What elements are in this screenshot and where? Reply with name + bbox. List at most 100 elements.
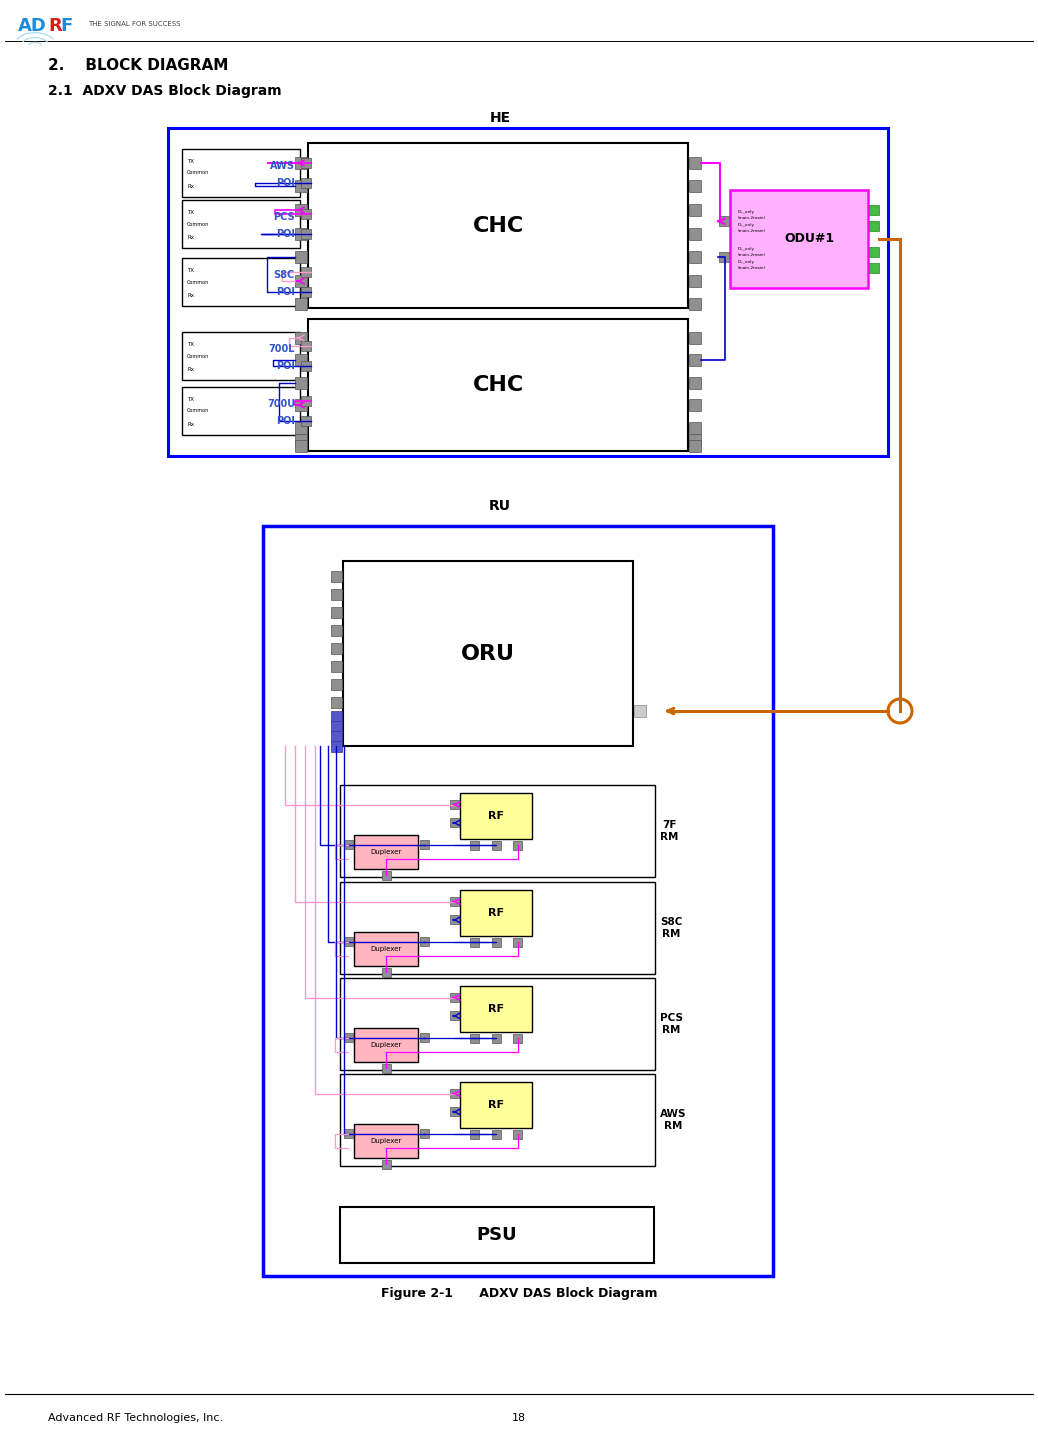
Text: POI: POI (276, 178, 295, 188)
Bar (182, 149, 300, 197)
Bar (344, 840, 353, 849)
Bar (689, 250, 701, 264)
Bar (301, 178, 311, 188)
Text: Duplexer: Duplexer (371, 946, 402, 952)
Bar (449, 1089, 459, 1098)
Bar (301, 159, 311, 167)
Bar (689, 422, 701, 434)
Bar (689, 181, 701, 192)
Bar (344, 938, 353, 946)
Text: POI: POI (276, 229, 295, 239)
Text: POI: POI (276, 361, 295, 371)
Bar (295, 354, 307, 365)
Bar (689, 434, 701, 446)
Bar (330, 642, 342, 654)
Bar (382, 967, 390, 977)
Bar (470, 1034, 479, 1042)
Bar (330, 661, 342, 671)
Bar (460, 986, 532, 1032)
Bar (449, 818, 459, 827)
Text: DL_only: DL_only (738, 210, 755, 214)
Bar (689, 377, 701, 389)
Bar (449, 916, 459, 925)
Bar (301, 361, 311, 371)
Text: Duplexer: Duplexer (371, 1139, 402, 1144)
Text: AD: AD (18, 17, 47, 35)
Text: 2.1  ADXV DAS Block Diagram: 2.1 ADXV DAS Block Diagram (48, 84, 281, 98)
Bar (869, 205, 879, 214)
Bar (301, 210, 311, 218)
Bar (449, 1012, 459, 1021)
Bar (513, 938, 522, 946)
Bar (343, 561, 633, 745)
Bar (419, 840, 429, 849)
Bar (330, 741, 342, 751)
Bar (295, 377, 307, 389)
Bar (330, 571, 342, 581)
Bar (513, 1034, 522, 1042)
Text: TX: TX (187, 397, 194, 402)
Text: THE SIGNAL FOR SUCCESS: THE SIGNAL FOR SUCCESS (88, 20, 181, 28)
Text: TX: TX (187, 159, 194, 165)
Bar (295, 434, 307, 446)
Text: ODU#1: ODU#1 (784, 233, 835, 246)
Bar (419, 1032, 429, 1042)
Bar (301, 341, 311, 351)
Bar (449, 993, 459, 1002)
Text: (main-2main): (main-2main) (738, 229, 766, 233)
Bar (689, 332, 701, 344)
Bar (182, 258, 300, 306)
Text: Rx: Rx (187, 293, 194, 298)
Bar (182, 199, 300, 248)
Bar (330, 625, 342, 635)
Bar (460, 1082, 532, 1128)
Bar (330, 678, 342, 690)
Bar (354, 1028, 418, 1061)
Text: 7F
RM: 7F RM (660, 820, 679, 842)
Text: DL_only: DL_only (738, 223, 755, 227)
Bar (301, 287, 311, 297)
Text: TX: TX (187, 342, 194, 347)
Text: Duplexer: Duplexer (371, 849, 402, 855)
Bar (295, 332, 307, 344)
Text: (main-2main): (main-2main) (738, 215, 766, 220)
Text: F: F (60, 17, 73, 35)
Text: AWS
RM: AWS RM (660, 1109, 686, 1131)
Text: Rx: Rx (187, 234, 194, 240)
Text: S8C: S8C (274, 269, 295, 280)
Bar (308, 319, 688, 451)
Bar (513, 840, 522, 849)
Bar (340, 1075, 655, 1166)
Text: 2.    BLOCK DIAGRAM: 2. BLOCK DIAGRAM (48, 58, 228, 73)
Text: POI: POI (276, 415, 295, 425)
Text: POI: POI (276, 287, 295, 297)
Bar (295, 229, 307, 240)
Bar (182, 387, 300, 435)
Bar (330, 711, 342, 722)
Text: (main-2main): (main-2main) (738, 253, 766, 258)
Bar (470, 840, 479, 849)
Bar (308, 143, 688, 309)
Bar (449, 897, 459, 906)
Bar (301, 396, 311, 406)
Text: Common: Common (187, 409, 210, 414)
Bar (449, 799, 459, 810)
Bar (295, 440, 307, 451)
Bar (340, 1207, 654, 1262)
Text: Common: Common (187, 170, 210, 176)
Bar (492, 1130, 500, 1139)
Text: DL_only: DL_only (738, 248, 755, 250)
Bar (354, 932, 418, 965)
Text: 700U: 700U (267, 399, 295, 409)
Bar (382, 1159, 390, 1169)
Text: (main-2main): (main-2main) (738, 266, 766, 269)
Bar (295, 275, 307, 287)
Bar (295, 157, 307, 169)
Bar (689, 399, 701, 411)
Bar (634, 705, 646, 716)
Bar (869, 246, 879, 256)
Bar (719, 217, 729, 226)
Text: S8C
RM: S8C RM (660, 917, 682, 939)
Bar (689, 440, 701, 451)
Bar (263, 526, 773, 1275)
